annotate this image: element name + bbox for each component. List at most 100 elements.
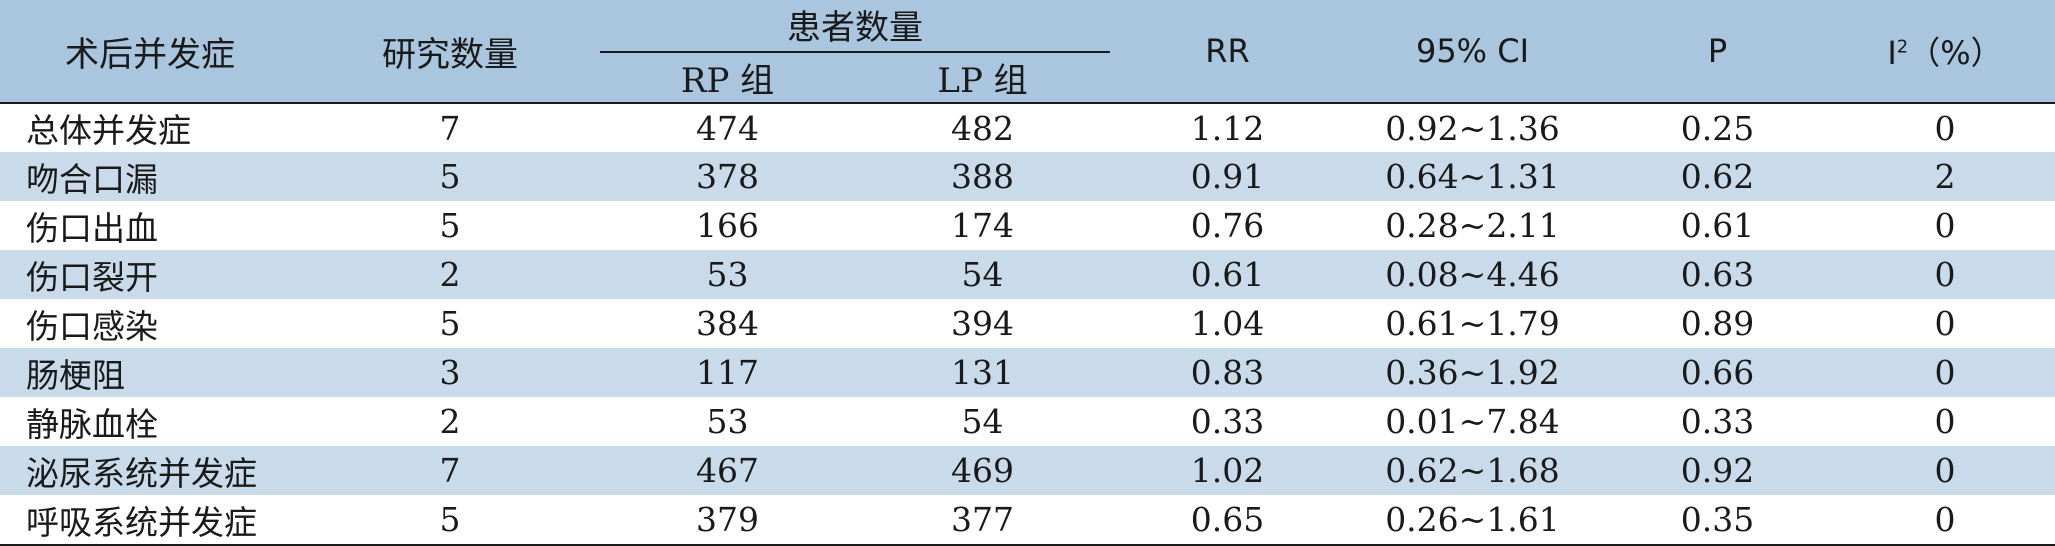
cell-rr: 0.91 xyxy=(1110,152,1345,201)
table-row: 伤口感染 5 384 394 1.04 0.61~1.79 0.89 0 xyxy=(0,299,2055,348)
cell-studies: 2 xyxy=(300,250,600,299)
cell-ci: 0.01~7.84 xyxy=(1385,402,1560,441)
cell-complication: 泌尿系统并发症 xyxy=(0,446,300,495)
cell-complication: 总体并发症 xyxy=(26,111,191,150)
cell-rp: 384 xyxy=(696,304,759,343)
header-patients: 患者数量 xyxy=(787,8,923,48)
cell-rr: 0.76 xyxy=(1190,206,1265,245)
cell-rp: 166 xyxy=(696,206,759,245)
cell-studies: 5 xyxy=(439,500,461,539)
cell-ci: 0.92~1.36 xyxy=(1385,108,1560,148)
cell-i2: 0 xyxy=(1934,206,1956,245)
cell-complication: 肠梗阻 xyxy=(0,348,300,397)
cell-ci: 0.61~1.79 xyxy=(1385,304,1560,343)
cell-lp: 54 xyxy=(961,402,1004,441)
cell-p: 0.25 xyxy=(1680,108,1755,148)
cell-lp: 388 xyxy=(855,152,1110,201)
cell-lp: 482 xyxy=(951,108,1014,148)
cell-complication: 伤口出血 xyxy=(26,208,158,248)
cell-lp: 394 xyxy=(951,304,1014,343)
cell-ci: 0.28~2.11 xyxy=(1385,206,1560,245)
cell-complication: 吻合口漏 xyxy=(0,152,300,201)
cell-studies: 5 xyxy=(439,206,461,245)
table-row: 吻合口漏 5 378 388 0.91 0.64~1.31 0.62 2 xyxy=(0,152,2055,201)
cell-rp: 474 xyxy=(696,108,759,148)
bottom-rule xyxy=(0,544,2055,546)
cell-rr: 0.33 xyxy=(1190,402,1265,441)
table-row: 肠梗阻 3 117 131 0.83 0.36~1.92 0.66 0 xyxy=(0,348,2055,397)
header-i2-unit: （%） xyxy=(1908,34,2003,72)
cell-rr: 1.02 xyxy=(1110,446,1345,495)
cell-rr: 1.12 xyxy=(1190,108,1265,148)
table-header: 术后并发症 研究数量 患者数量 RR 95% CI P I2（%） RP 组 L… xyxy=(0,0,2055,103)
cell-p: 0.63 xyxy=(1600,250,1835,299)
cell-p: 0.61 xyxy=(1680,206,1755,245)
header-rr: RR xyxy=(1110,0,1345,103)
header-i2-sup: 2 xyxy=(1896,36,1909,58)
header-studies: 研究数量 xyxy=(300,0,600,103)
table-row: 泌尿系统并发症 7 467 469 1.02 0.62~1.68 0.92 0 xyxy=(0,446,2055,495)
cell-studies: 5 xyxy=(439,304,461,343)
cell-lp: 174 xyxy=(951,206,1014,245)
cell-p: 0.62 xyxy=(1600,152,1835,201)
cell-p: 0.35 xyxy=(1680,500,1755,539)
cell-lp: 131 xyxy=(855,348,1110,397)
table-row: 静脉血栓 2 53 54 0.33 0.01~7.84 0.33 0 xyxy=(0,397,2055,446)
cell-i2: 2 xyxy=(1835,152,2055,201)
cell-p: 0.66 xyxy=(1600,348,1835,397)
cell-ci: 0.26~1.61 xyxy=(1385,500,1560,539)
header-complication: 术后并发症 xyxy=(0,0,300,103)
cell-lp: 469 xyxy=(855,446,1110,495)
cell-complication: 伤口裂开 xyxy=(0,250,300,299)
cell-studies: 7 xyxy=(300,446,600,495)
cell-complication: 呼吸系统并发症 xyxy=(26,502,257,542)
cell-studies: 7 xyxy=(439,108,461,148)
header-rp-group: RP 组 xyxy=(600,53,855,103)
cell-studies: 5 xyxy=(300,152,600,201)
cell-p: 0.33 xyxy=(1680,402,1755,441)
cell-rp: 53 xyxy=(600,250,855,299)
cell-i2: 0 xyxy=(1835,250,2055,299)
cell-i2: 0 xyxy=(1934,500,1956,539)
cell-complication: 伤口感染 xyxy=(26,306,158,346)
cell-complication: 静脉血栓 xyxy=(26,404,158,444)
cell-ci: 0.62~1.68 xyxy=(1345,446,1600,495)
cell-ci: 0.64~1.31 xyxy=(1345,152,1600,201)
table-row: 伤口出血 5 166 174 0.76 0.28~2.11 0.61 0 xyxy=(0,201,2055,250)
cell-lp: 54 xyxy=(855,250,1110,299)
cell-i2: 0 xyxy=(1934,304,1956,343)
table-row: 总体并发症 7 474 482 1.12 0.92~1.36 0.25 0 xyxy=(0,103,2055,152)
header-ci: 95% CI xyxy=(1345,0,1600,103)
header-i2: I2（%） xyxy=(1835,0,2055,103)
header-patients-group: 患者数量 xyxy=(600,0,1110,53)
cell-rp: 53 xyxy=(706,402,749,441)
cell-i2: 0 xyxy=(1835,446,2055,495)
patients-group-rule xyxy=(600,51,1110,53)
cell-rr: 0.61 xyxy=(1110,250,1345,299)
cell-rr: 0.65 xyxy=(1190,500,1265,539)
table-row: 伤口裂开 2 53 54 0.61 0.08~4.46 0.63 0 xyxy=(0,250,2055,299)
cell-i2: 0 xyxy=(1934,402,1956,441)
header-p: P xyxy=(1600,0,1835,103)
cell-lp: 377 xyxy=(951,500,1014,539)
cell-i2: 0 xyxy=(1934,108,1956,148)
cell-i2: 0 xyxy=(1835,348,2055,397)
cell-rr: 0.83 xyxy=(1110,348,1345,397)
header-i2-base: I xyxy=(1887,34,1897,72)
cell-p: 0.92 xyxy=(1600,446,1835,495)
header-lp-group: LP 组 xyxy=(855,53,1110,103)
cell-rp: 379 xyxy=(696,500,759,539)
table-row: 呼吸系统并发症 5 379 377 0.65 0.26~1.61 0.35 0 xyxy=(0,495,2055,544)
cell-studies: 2 xyxy=(439,402,461,441)
cell-ci: 0.36~1.92 xyxy=(1345,348,1600,397)
cell-ci: 0.08~4.46 xyxy=(1345,250,1600,299)
cell-p: 0.89 xyxy=(1680,304,1755,343)
cell-rp: 117 xyxy=(600,348,855,397)
cell-studies: 3 xyxy=(300,348,600,397)
table-body: 总体并发症 7 474 482 1.12 0.92~1.36 0.25 0 吻合… xyxy=(0,103,2055,544)
cell-rr: 1.04 xyxy=(1190,304,1265,343)
cell-rp: 467 xyxy=(600,446,855,495)
cell-rp: 378 xyxy=(600,152,855,201)
